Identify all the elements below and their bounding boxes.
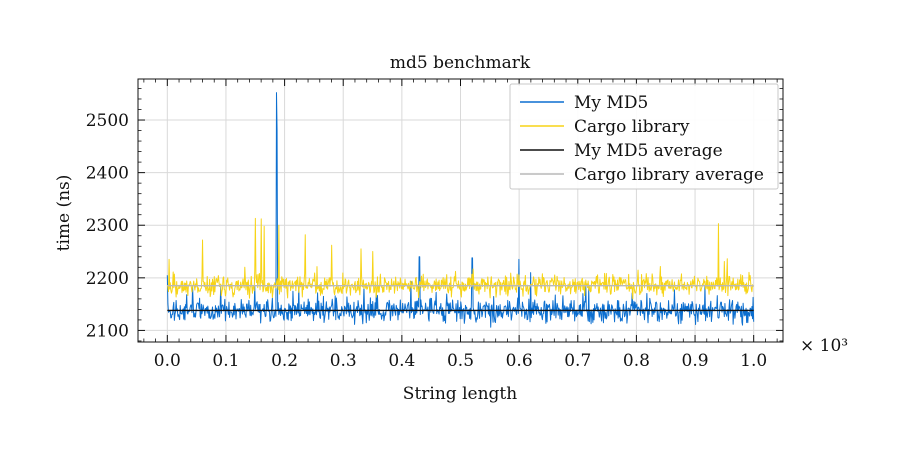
series-cargo-library xyxy=(166,217,754,300)
axis-ticks: 0.0 0.1 0.2 0.3 0.4 0.5 0.6 0.7 0.8 0.9 1.0 2100 220… xyxy=(86,79,783,371)
y-tick-label: 2300 xyxy=(86,216,129,236)
x-tick-label: 0.4 xyxy=(388,351,415,371)
x-tick-label: 1.0 xyxy=(740,351,767,371)
x-tick-label: 0.5 xyxy=(447,351,474,371)
x-tick-label: 0.3 xyxy=(330,351,357,371)
legend-label-my-md5-average: My MD5 average xyxy=(574,141,723,161)
chart-title: md5 benchmark xyxy=(390,53,531,73)
y-tick-label: 2200 xyxy=(86,269,129,289)
x-tick-label: 0.2 xyxy=(271,351,298,371)
plot-area xyxy=(166,92,755,328)
y-axis-label: time (ns) xyxy=(54,175,74,252)
x-tick-label: 0.1 xyxy=(212,351,239,371)
x-tick-label: 0.6 xyxy=(506,351,533,371)
legend-label-my-md5: My MD5 xyxy=(574,93,648,113)
x-tick-label: 0.8 xyxy=(623,351,650,371)
legend-label-cargo-library-average: Cargo library average xyxy=(574,165,764,185)
y-tick-label: 2500 xyxy=(86,111,129,131)
x-tick-label: 0.9 xyxy=(682,351,709,371)
y-tick-label: 2400 xyxy=(86,164,129,184)
legend: My MD5 Cargo library My MD5 average Cargo l… xyxy=(509,83,779,190)
legend-box xyxy=(509,83,779,190)
legend-label-cargo-library: Cargo library xyxy=(574,117,690,137)
x-axis-label: String length xyxy=(403,384,517,404)
x-axis-scale-note: × 10³ xyxy=(800,336,848,356)
x-tick-label: 0.7 xyxy=(564,351,591,371)
y-tick-label: 2100 xyxy=(86,321,129,341)
x-tick-label: 0.0 xyxy=(154,351,181,371)
